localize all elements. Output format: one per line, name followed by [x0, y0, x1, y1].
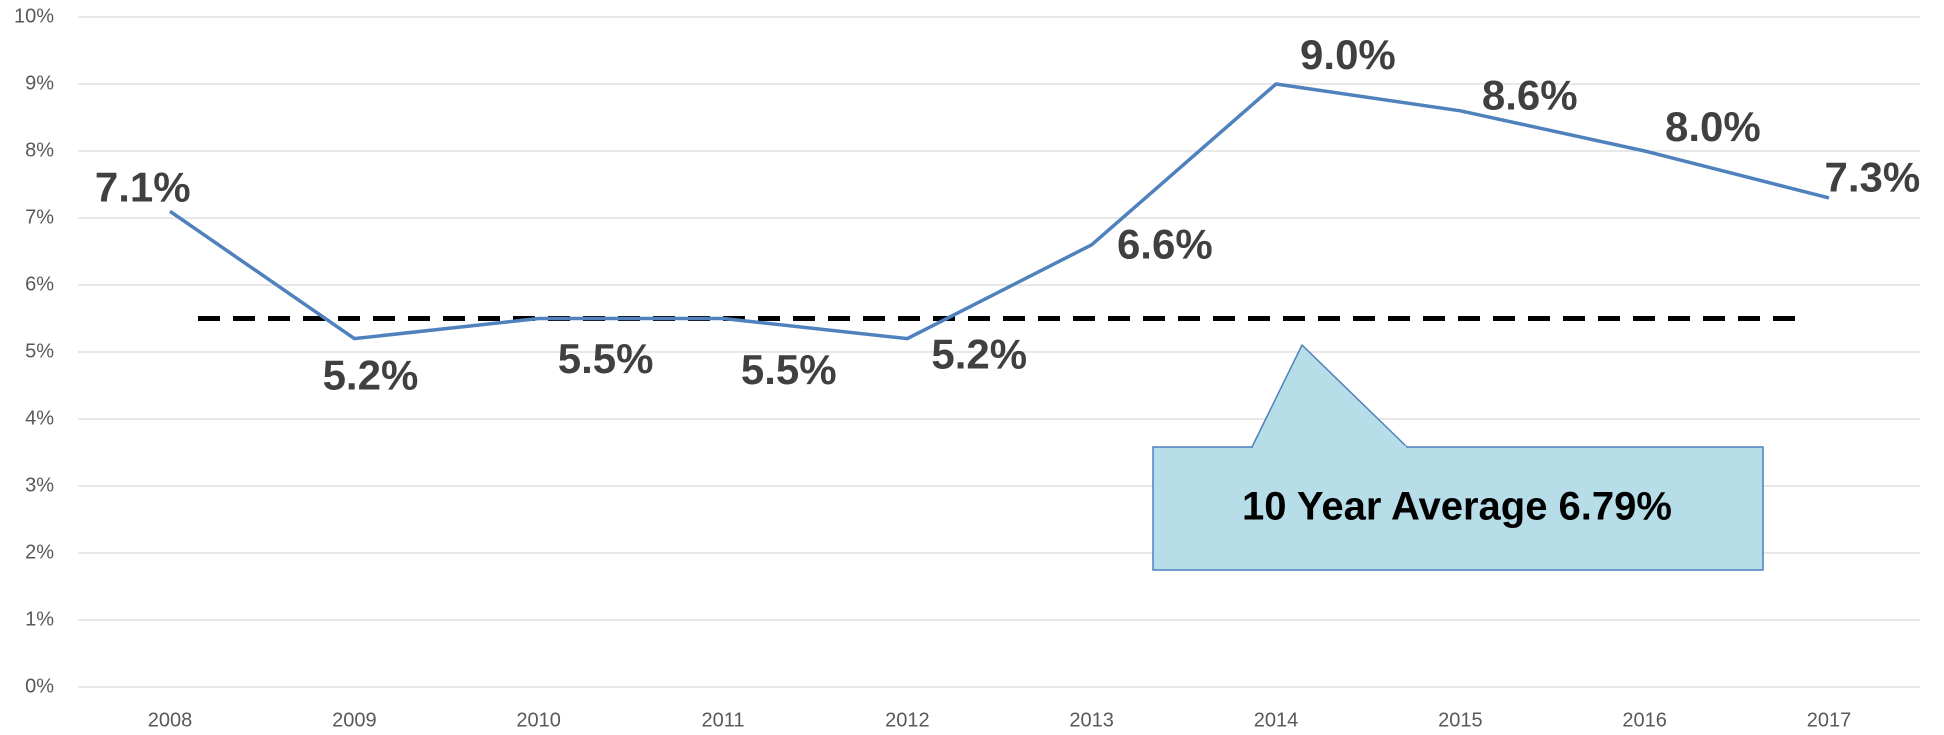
- data-label: 5.5%: [741, 346, 837, 393]
- callout-pointer: [1250, 343, 1409, 448]
- y-tick-label: 5%: [25, 340, 54, 362]
- x-tick-label: 2015: [1438, 709, 1483, 731]
- x-tick-label: 2008: [148, 709, 193, 731]
- data-label: 7.3%: [1825, 154, 1921, 201]
- y-tick-label: 4%: [25, 407, 54, 429]
- x-tick-label: 2009: [332, 709, 377, 731]
- data-label: 5.5%: [558, 335, 654, 382]
- y-tick-label: 0%: [25, 675, 54, 697]
- x-tick-label: 2010: [516, 709, 561, 731]
- callout-box: [1152, 446, 1764, 571]
- x-tick-label: 2014: [1254, 709, 1299, 731]
- y-tick-label: 6%: [25, 273, 54, 295]
- x-tick-label: 2011: [701, 709, 744, 731]
- x-tick-label: 2016: [1622, 709, 1667, 731]
- data-label: 5.2%: [931, 330, 1027, 377]
- y-tick-label: 2%: [25, 541, 54, 563]
- data-label: 8.6%: [1482, 71, 1578, 118]
- data-label: 9.0%: [1300, 31, 1396, 78]
- y-tick-label: 7%: [25, 206, 54, 228]
- x-tick-label: 2017: [1807, 709, 1852, 731]
- x-tick-label: 2012: [885, 709, 930, 731]
- y-tick-label: 10%: [14, 5, 54, 27]
- line: [169, 82, 1830, 341]
- y-tick-label: 9%: [25, 72, 54, 94]
- y-tick-label: 1%: [25, 608, 54, 630]
- callout-text: 10 Year Average 6.79%: [1242, 485, 1672, 529]
- x-tick-label: 2013: [1069, 709, 1114, 731]
- data-label: 6.6%: [1117, 220, 1213, 267]
- y-tick-label: 3%: [25, 474, 54, 496]
- data-label: 7.1%: [95, 163, 191, 210]
- y-tick-label: 8%: [25, 139, 54, 161]
- data-label: 8.0%: [1665, 103, 1761, 150]
- data-label: 5.2%: [323, 351, 419, 398]
